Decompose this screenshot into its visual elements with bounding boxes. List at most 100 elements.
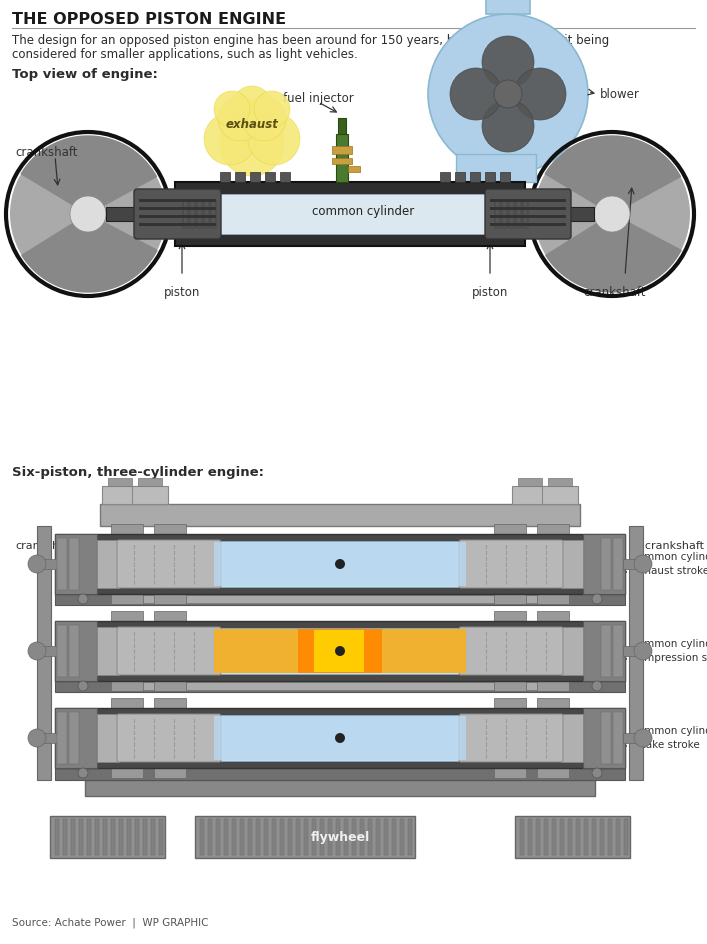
Bar [111, 611, 143, 621]
Bar [494, 594, 526, 604]
Bar [494, 681, 526, 691]
Circle shape [482, 36, 534, 88]
Bar [265, 172, 275, 182]
Polygon shape [21, 136, 156, 214]
Bar [336, 819, 340, 855]
Circle shape [28, 642, 46, 660]
Bar [623, 559, 643, 569]
Bar [537, 594, 569, 604]
Bar [197, 200, 202, 228]
Circle shape [482, 100, 534, 152]
Bar [568, 819, 572, 855]
Bar [515, 816, 630, 858]
Bar [211, 200, 216, 228]
Bar [623, 733, 643, 743]
Bar [220, 172, 230, 182]
FancyBboxPatch shape [117, 540, 221, 588]
Bar [298, 629, 382, 673]
Bar [55, 708, 97, 768]
Bar [106, 207, 194, 221]
Bar [264, 819, 268, 855]
FancyBboxPatch shape [485, 189, 571, 239]
Bar [392, 819, 396, 855]
Bar [224, 819, 228, 855]
Text: common cylinder
intake stroke: common cylinder intake stroke [632, 726, 707, 750]
Bar [518, 478, 542, 486]
Circle shape [242, 97, 286, 141]
Bar [57, 538, 67, 590]
Bar [490, 223, 566, 226]
Bar [320, 819, 324, 855]
Text: exhaust: exhaust [226, 117, 279, 130]
Bar [494, 524, 526, 534]
Bar [502, 200, 507, 228]
Bar [154, 698, 186, 708]
Bar [139, 199, 216, 202]
Bar [200, 819, 204, 855]
Circle shape [78, 768, 88, 778]
Bar [506, 207, 594, 221]
Bar [95, 819, 99, 855]
Bar [608, 819, 612, 855]
Bar [240, 819, 244, 855]
Bar [214, 542, 466, 586]
Circle shape [28, 555, 46, 573]
Bar [600, 819, 604, 855]
Circle shape [10, 136, 166, 292]
Bar [440, 172, 450, 182]
Bar [272, 819, 276, 855]
Circle shape [70, 196, 106, 232]
Bar [139, 215, 216, 218]
Bar [584, 819, 588, 855]
Bar [111, 594, 143, 604]
Bar [338, 118, 346, 134]
Bar [629, 526, 643, 780]
Bar [561, 540, 583, 588]
Bar [256, 819, 260, 855]
Circle shape [78, 594, 88, 604]
Bar [111, 681, 143, 691]
Bar [332, 158, 352, 164]
Bar [139, 207, 216, 210]
Bar [250, 172, 260, 182]
Bar [138, 478, 162, 486]
Circle shape [592, 768, 602, 778]
Bar [494, 698, 526, 708]
FancyBboxPatch shape [134, 189, 221, 239]
Bar [37, 646, 57, 656]
Text: The design for an opposed piston engine has been around for 150 years, but only : The design for an opposed piston engine … [12, 34, 609, 47]
Bar [516, 200, 521, 228]
Bar [139, 223, 216, 226]
Circle shape [634, 555, 652, 573]
Circle shape [514, 68, 566, 120]
Bar [154, 611, 186, 621]
Bar [548, 478, 572, 486]
Bar [509, 200, 514, 228]
Bar [624, 819, 628, 855]
Bar [97, 627, 119, 675]
Bar [613, 712, 623, 764]
FancyBboxPatch shape [117, 714, 221, 762]
Bar [175, 182, 525, 246]
Bar [537, 698, 569, 708]
Text: crankshaft: crankshaft [584, 286, 646, 299]
Bar [55, 534, 625, 594]
Bar [159, 819, 163, 855]
Bar [456, 154, 536, 182]
Bar [154, 768, 186, 778]
Bar [561, 714, 583, 762]
Bar [69, 712, 79, 764]
Bar [102, 486, 138, 504]
FancyBboxPatch shape [459, 540, 563, 588]
Bar [583, 534, 625, 594]
Circle shape [214, 91, 250, 127]
Bar [57, 712, 67, 764]
Bar [195, 816, 415, 858]
Bar [57, 625, 67, 677]
Circle shape [592, 594, 602, 604]
Bar [512, 486, 548, 504]
Text: fuel injector: fuel injector [283, 92, 354, 105]
Bar [55, 593, 625, 605]
Bar [561, 627, 583, 675]
Bar [601, 712, 611, 764]
